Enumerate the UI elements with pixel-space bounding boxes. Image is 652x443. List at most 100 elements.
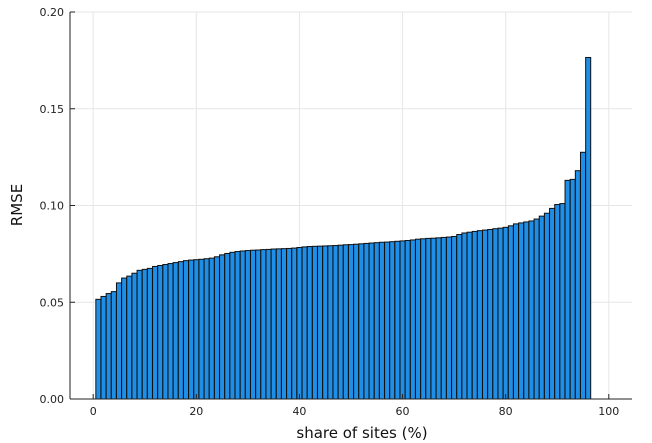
bar (492, 228, 499, 400)
bar (213, 256, 220, 400)
bar (347, 244, 355, 400)
x-tick-label: 60 (396, 405, 410, 418)
bar (172, 262, 179, 400)
bar (100, 295, 107, 400)
bar (317, 245, 324, 400)
y-tick-label: 0.15 (40, 103, 65, 116)
bar (255, 249, 262, 400)
bar (265, 248, 272, 400)
bar (141, 268, 148, 400)
bar (538, 215, 545, 400)
bar (384, 241, 391, 400)
bar (368, 242, 375, 400)
x-axis-title: share of sites (%) (296, 424, 427, 442)
x-tick-label: 40 (292, 405, 306, 418)
bar (157, 264, 164, 400)
bar (471, 230, 478, 400)
bar (105, 293, 112, 400)
bar (399, 240, 406, 400)
bar (250, 249, 257, 400)
bar (167, 263, 174, 400)
bar (342, 244, 349, 400)
bar (358, 243, 365, 400)
y-tick-label: 0.00 (40, 393, 65, 406)
bar (523, 221, 530, 400)
bar (373, 242, 380, 400)
bar (110, 291, 117, 400)
bar (337, 244, 344, 400)
bar (306, 246, 313, 400)
bar (435, 237, 442, 400)
bar (280, 248, 287, 400)
bar (208, 257, 215, 400)
bar (440, 236, 447, 400)
x-tick-label: 20 (189, 405, 203, 418)
bar (409, 239, 416, 400)
bar (286, 247, 293, 400)
bar (136, 269, 143, 400)
bar (229, 251, 236, 400)
bar (121, 277, 128, 400)
bar (327, 245, 334, 400)
plot-frame (69, 11, 632, 400)
bar (482, 229, 489, 400)
bar (554, 204, 561, 400)
bar (332, 245, 339, 400)
bar (533, 218, 540, 400)
bar (389, 241, 396, 400)
bar (466, 231, 473, 400)
bar (301, 246, 308, 400)
bar (476, 230, 483, 400)
y-tick-label: 0.20 (40, 6, 65, 19)
bar (322, 245, 329, 400)
bar (152, 265, 159, 400)
bar (415, 238, 422, 400)
bar (404, 240, 411, 400)
bar (115, 282, 123, 400)
bar (430, 237, 437, 400)
bar (146, 267, 153, 400)
bar (456, 234, 463, 400)
y-tick-label: 0.05 (40, 296, 65, 309)
x-tick-labels: 0 20 40 60 80 100 (90, 405, 620, 418)
bar (518, 222, 525, 400)
bar (394, 240, 401, 400)
bar (224, 252, 231, 400)
y-axis-title: RMSE (8, 184, 26, 226)
bar (353, 243, 360, 400)
bar (461, 232, 468, 400)
bar (585, 56, 592, 400)
bar (182, 260, 190, 400)
x-tick-label: 80 (499, 405, 513, 418)
bar (177, 261, 184, 400)
bar (275, 248, 282, 400)
bar (543, 212, 550, 400)
bar (234, 251, 241, 400)
bar (131, 272, 138, 400)
bar (260, 249, 267, 400)
bar (219, 254, 226, 400)
bar (193, 259, 200, 400)
bar (512, 223, 520, 400)
bar (507, 225, 514, 400)
bar (569, 178, 576, 400)
bar (420, 238, 427, 400)
bar (549, 207, 556, 400)
bars (95, 56, 592, 400)
bar (497, 227, 504, 400)
x-tick-label: 0 (90, 405, 97, 418)
bar (579, 151, 587, 400)
bar (363, 242, 370, 400)
bar (291, 247, 298, 400)
bar (198, 258, 205, 400)
bar (203, 258, 210, 400)
bar (564, 179, 571, 400)
x-tick-label: 100 (598, 405, 619, 418)
y-tick-label: 0.10 (40, 200, 65, 213)
bar (162, 264, 169, 400)
bar (445, 236, 452, 400)
bar (95, 298, 102, 400)
bar (574, 170, 581, 400)
bar (296, 246, 303, 400)
